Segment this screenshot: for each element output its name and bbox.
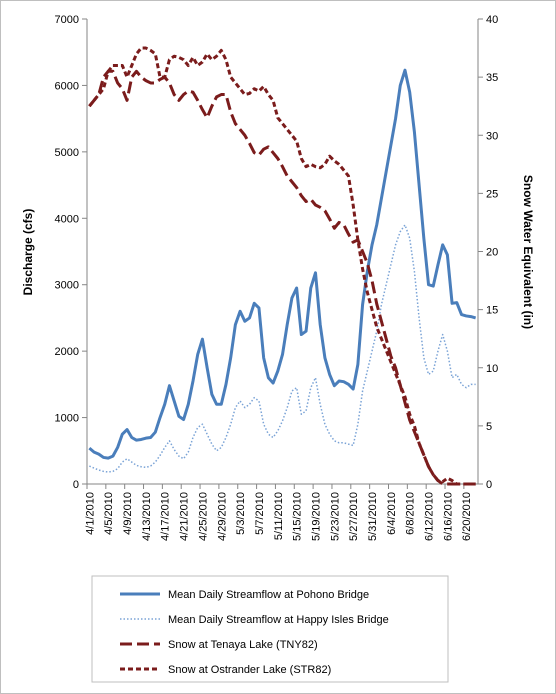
x-tick-label: 5/3/2010 xyxy=(235,492,247,535)
x-tick-label: 4/1/2010 xyxy=(84,492,96,535)
y-tick-label: 2000 xyxy=(55,346,79,358)
x-tick-label: 5/27/2010 xyxy=(348,492,360,541)
y-axis-title: Discharge (cfs) xyxy=(21,209,35,296)
x-tick-label: 6/16/2010 xyxy=(442,492,454,541)
series-line xyxy=(88,46,476,486)
y2-tick-label: 30 xyxy=(486,130,498,142)
series-line xyxy=(89,224,476,473)
x-tick-label: 6/12/2010 xyxy=(424,492,436,541)
series-line xyxy=(88,68,477,460)
x-tick-label: 4/25/2010 xyxy=(197,492,209,541)
y-tick-label: 6000 xyxy=(55,80,79,92)
y-tick-label: 5000 xyxy=(55,147,79,159)
y2-tick-label: 10 xyxy=(486,363,498,375)
x-tick-label: 6/20/2010 xyxy=(461,492,473,541)
x-tick-label: 4/9/2010 xyxy=(122,492,134,535)
x-tick-label: 4/21/2010 xyxy=(179,492,191,541)
y-tick-label: 1000 xyxy=(55,413,79,425)
x-tick-label: 4/5/2010 xyxy=(103,492,115,535)
y2-tick-label: 25 xyxy=(486,188,498,200)
legend-label: Mean Daily Streamflow at Pohono Bridge xyxy=(168,589,369,601)
x-tick-label: 6/4/2010 xyxy=(386,492,398,535)
legend-label: Snow at Tenaya Lake (TNY82) xyxy=(168,639,318,651)
y-tick-label: 0 xyxy=(73,479,79,491)
y2-tick-label: 20 xyxy=(486,247,498,259)
x-tick-label: 5/11/2010 xyxy=(273,492,285,540)
y2-axis-title: Snow Water Equivalent (in) xyxy=(521,175,535,329)
x-tick-label: 5/15/2010 xyxy=(292,492,304,541)
y2-tick-label: 5 xyxy=(486,421,492,433)
legend-label: Snow at Ostrander Lake (STR82) xyxy=(168,664,331,676)
x-tick-label: 5/23/2010 xyxy=(329,492,341,541)
y2-tick-label: 40 xyxy=(486,14,498,26)
y2-tick-label: 35 xyxy=(486,72,498,84)
series-line xyxy=(88,69,476,486)
y2-tick-label: 15 xyxy=(486,305,498,317)
legend-label: Mean Daily Streamflow at Happy Isles Bri… xyxy=(168,614,389,626)
x-tick-label: 4/29/2010 xyxy=(216,492,228,541)
y-tick-label: 7000 xyxy=(55,14,79,26)
y2-tick-label: 0 xyxy=(486,479,492,491)
x-tick-label: 5/7/2010 xyxy=(254,492,266,535)
x-tick-label: 5/31/2010 xyxy=(367,492,379,541)
x-tick-label: 4/13/2010 xyxy=(141,492,153,541)
y-tick-label: 4000 xyxy=(55,213,79,225)
y-tick-label: 3000 xyxy=(55,280,79,292)
x-tick-label: 6/8/2010 xyxy=(405,492,417,535)
x-tick-label: 5/19/2010 xyxy=(310,492,322,541)
x-tick-label: 4/17/2010 xyxy=(160,492,172,541)
